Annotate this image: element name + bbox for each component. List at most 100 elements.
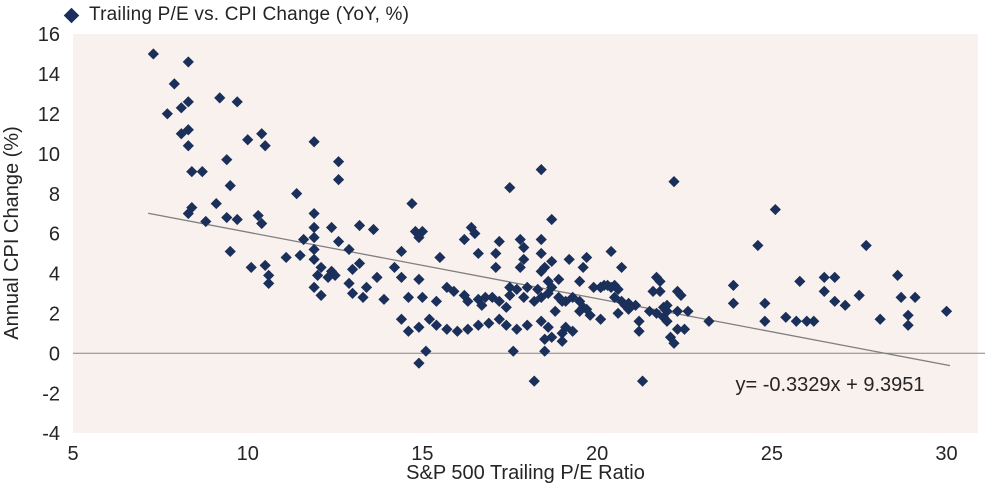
- y-tick-label: 12: [38, 104, 60, 126]
- data-point: [615, 295, 628, 307]
- data-points-group: [147, 48, 953, 387]
- data-point: [423, 313, 436, 325]
- data-point: [511, 283, 523, 295]
- data-point: [413, 357, 425, 369]
- data-point: [853, 289, 865, 301]
- data-point: [546, 281, 558, 293]
- data-point: [263, 277, 275, 289]
- data-point: [256, 217, 268, 230]
- data-point: [535, 291, 547, 303]
- data-point: [759, 297, 771, 309]
- data-point: [395, 271, 408, 283]
- data-point: [657, 311, 670, 323]
- data-point: [476, 299, 488, 311]
- data-point: [563, 253, 575, 266]
- data-point: [486, 291, 498, 303]
- x-tick-label: 10: [237, 443, 259, 465]
- x-tick-label: 20: [586, 443, 608, 465]
- data-point: [315, 289, 327, 301]
- data-point: [308, 207, 320, 220]
- data-point: [727, 279, 740, 291]
- data-point: [322, 271, 334, 283]
- data-point: [532, 283, 544, 295]
- data-point: [595, 313, 607, 325]
- y-tick-label: 16: [38, 24, 60, 46]
- data-point: [168, 78, 180, 90]
- data-point: [539, 261, 551, 274]
- data-point: [615, 261, 628, 274]
- y-tick-label: 0: [49, 343, 60, 365]
- data-point: [430, 319, 442, 331]
- data-point: [790, 315, 802, 327]
- data-point: [462, 295, 474, 307]
- data-point: [671, 323, 684, 335]
- data-point: [231, 96, 243, 108]
- plot-area-background: [73, 34, 978, 433]
- data-point: [518, 253, 530, 266]
- data-point: [829, 271, 841, 283]
- data-point: [661, 315, 673, 327]
- data-point: [752, 239, 764, 252]
- data-point: [633, 325, 645, 337]
- data-point: [860, 239, 872, 252]
- data-point: [556, 295, 568, 307]
- data-point: [780, 311, 792, 323]
- data-point: [521, 281, 533, 293]
- data-point: [413, 321, 425, 333]
- data-point: [451, 325, 463, 337]
- data-point: [588, 281, 600, 293]
- data-point: [577, 261, 589, 274]
- data-point: [343, 243, 355, 256]
- data-point: [902, 309, 914, 321]
- data-point: [182, 207, 194, 220]
- data-point: [325, 221, 338, 234]
- data-point: [308, 231, 320, 244]
- data-point: [308, 253, 320, 266]
- data-point: [416, 291, 429, 303]
- data-point: [535, 265, 547, 278]
- data-point: [448, 285, 460, 297]
- data-point: [759, 315, 771, 327]
- data-point: [808, 315, 820, 327]
- data-point: [671, 285, 684, 297]
- data-point: [346, 263, 359, 276]
- y-tick-label: 6: [49, 224, 60, 246]
- data-point: [605, 245, 617, 258]
- data-point: [675, 289, 687, 301]
- data-point: [818, 271, 830, 283]
- data-point: [308, 281, 320, 293]
- y-axis-title: Annual CPI Change (%): [1, 126, 23, 339]
- data-point: [280, 251, 292, 264]
- legend-label: Trailing P/E vs. CPI Change (YoY, %): [89, 4, 410, 25]
- data-point: [818, 285, 830, 297]
- data-point: [308, 136, 320, 148]
- data-point: [902, 319, 914, 331]
- data-point: [514, 233, 526, 246]
- y-tick-label: 4: [49, 264, 60, 286]
- data-point: [839, 299, 851, 311]
- data-point: [402, 325, 415, 337]
- data-point: [360, 281, 373, 293]
- data-point: [263, 269, 275, 281]
- data-point: [483, 317, 495, 329]
- data-point: [458, 289, 470, 301]
- data-point: [329, 269, 341, 281]
- data-point: [420, 345, 432, 357]
- data-point: [214, 92, 226, 104]
- data-point: [490, 261, 502, 274]
- data-point: [801, 315, 813, 327]
- trendline-equation-label: y= -0.3329x + 9.3951: [735, 374, 924, 396]
- data-point: [343, 277, 355, 289]
- data-point: [560, 321, 572, 333]
- data-point: [521, 319, 533, 331]
- data-point: [479, 291, 491, 303]
- data-point: [472, 319, 484, 331]
- data-point: [291, 188, 303, 200]
- data-point: [567, 291, 579, 303]
- data-point: [553, 291, 565, 303]
- x-axis-title: S&P 500 Trailing P/E Ratio: [406, 462, 645, 484]
- data-point: [549, 305, 561, 317]
- data-point: [574, 275, 586, 287]
